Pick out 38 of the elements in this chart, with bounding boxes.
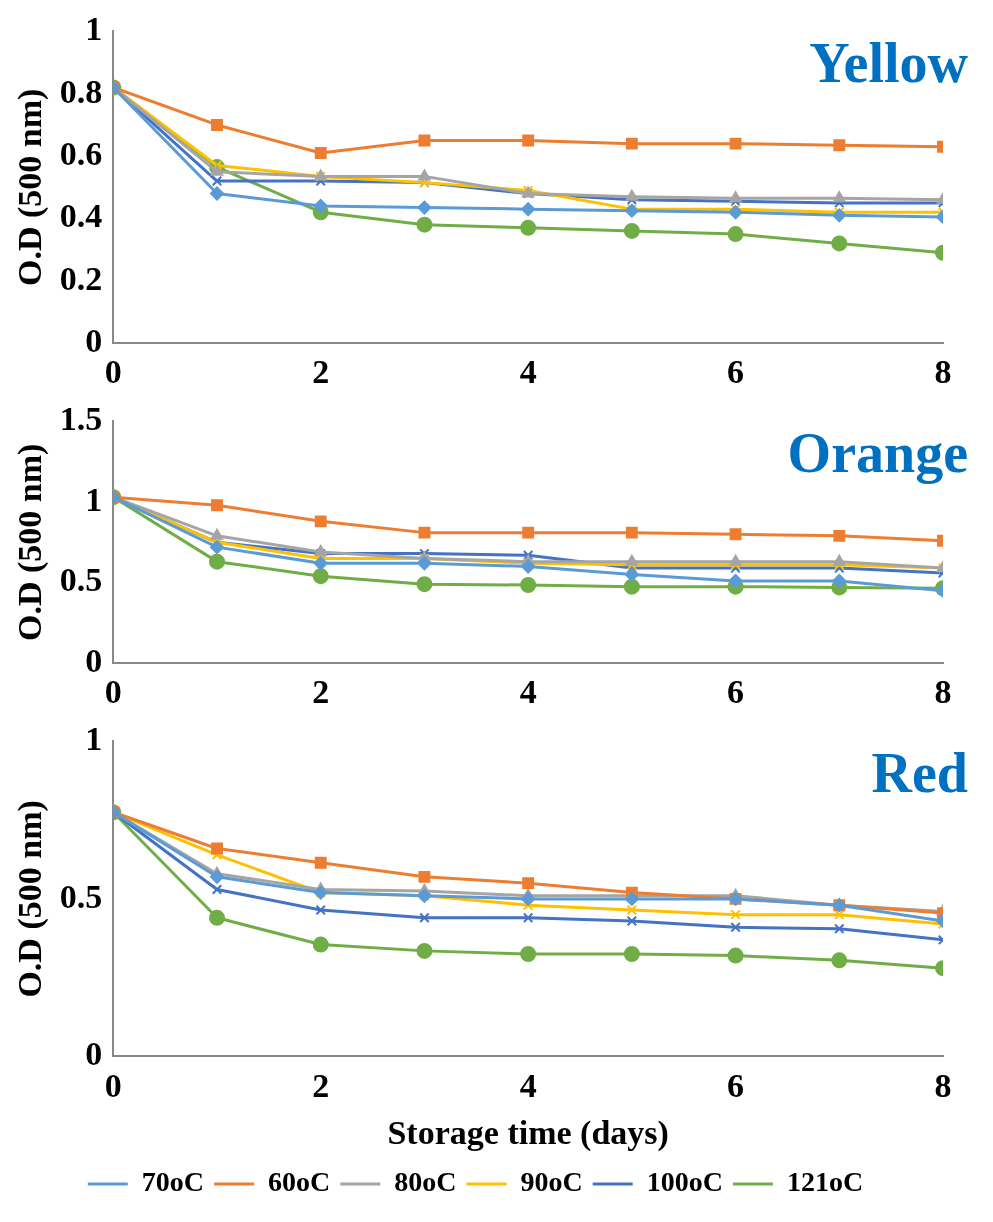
- y-tick-label: 0: [85, 321, 103, 359]
- y-tick-label: 0.5: [59, 877, 103, 915]
- legend-label: 121oC: [786, 1166, 864, 1198]
- legend-label: 70oC: [141, 1166, 205, 1198]
- y-tick-label: 0: [85, 1035, 103, 1073]
- x-tick-label: 6: [727, 1066, 745, 1104]
- y-tick-label: 0: [85, 641, 103, 679]
- y-tick-label: 1.5: [59, 400, 103, 438]
- x-axis-title: Storage time (days): [387, 1114, 669, 1153]
- y-axis-title: O.D (500 nm): [11, 800, 50, 998]
- y-tick-label: 0.6: [59, 134, 103, 172]
- x-tick-label: 8: [934, 1066, 952, 1104]
- x-tick-label: 8: [934, 673, 952, 711]
- y-tick-label: 1: [85, 10, 103, 48]
- y-tick-label: 0.2: [59, 259, 103, 297]
- chart-title: Orange: [787, 421, 968, 484]
- x-tick-label: 4: [519, 1066, 537, 1104]
- legend-label: 90oC: [520, 1166, 583, 1198]
- legend-label: 100oC: [646, 1166, 723, 1198]
- legend-label: 80oC: [394, 1166, 457, 1198]
- x-tick-label: 6: [727, 353, 745, 391]
- y-tick-label: 1: [85, 480, 103, 518]
- x-tick-label: 2: [312, 353, 330, 391]
- y-tick-label: 1: [85, 720, 103, 758]
- x-tick-label: 4: [519, 673, 537, 711]
- legend-label: 60oC: [268, 1166, 331, 1198]
- y-tick-label: 0.4: [59, 197, 103, 235]
- x-tick-label: 4: [519, 353, 537, 391]
- x-tick-label: 8: [934, 353, 952, 391]
- y-axis-title: O.D (500 nm): [11, 443, 50, 641]
- x-tick-label: 6: [727, 673, 745, 711]
- x-tick-label: 2: [312, 673, 330, 711]
- chart-title: Yellow: [809, 31, 969, 94]
- chart-title: Red: [871, 741, 968, 804]
- y-tick-label: 0.5: [59, 561, 103, 599]
- y-axis-title: O.D (500 nm): [11, 88, 50, 286]
- y-tick-label: 0.8: [59, 72, 103, 110]
- x-tick-label: 2: [312, 1066, 330, 1104]
